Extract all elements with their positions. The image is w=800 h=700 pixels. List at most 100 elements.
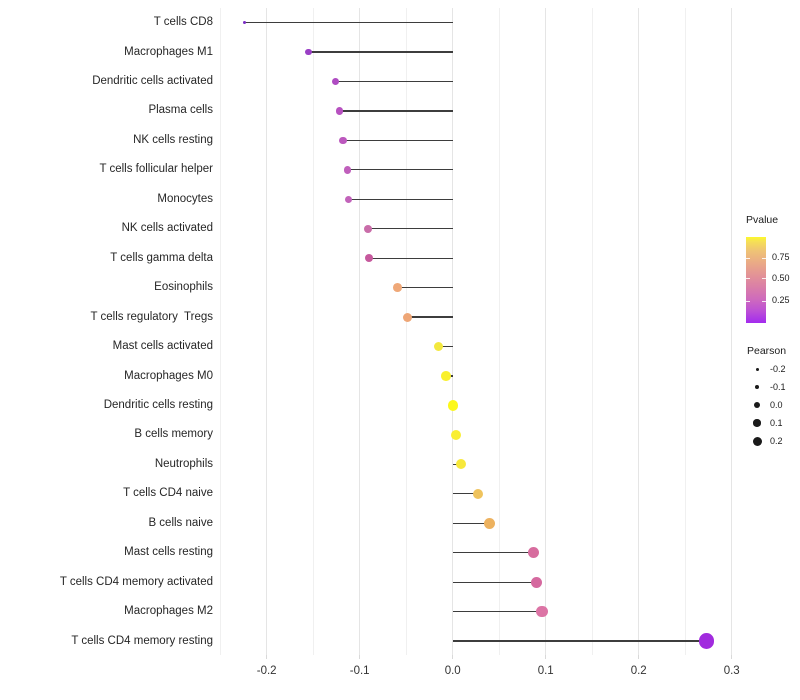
x-axis-tick-label: 0.3 (723, 665, 740, 677)
x-axis-tick-label: 0.1 (537, 665, 554, 677)
lollipop-stem (452, 522, 490, 524)
pvalue-tick-label: 0.25 (772, 295, 790, 306)
pearson-legend-label: -0.2 (770, 363, 786, 374)
gridline-major (359, 8, 361, 655)
lollipop-stem (347, 169, 453, 171)
x-axis-tick (452, 655, 454, 659)
gridline-minor (312, 8, 314, 655)
x-axis-tick-label: 0.0 (444, 665, 461, 677)
lollipop-stem (339, 110, 453, 112)
x-axis-tick (731, 655, 733, 659)
lollipop-stem (452, 552, 534, 554)
lollipop-dot (528, 547, 540, 559)
pvalue-tick-mark (746, 300, 750, 302)
pearson-legend-label: 0.2 (770, 435, 783, 446)
lollipop-dot (402, 312, 412, 322)
pvalue-tick-mark (746, 257, 750, 259)
y-axis-label: Dendritic cells resting (103, 398, 213, 411)
y-axis-label: Dendritic cells activated (92, 75, 213, 87)
x-axis-tick (359, 655, 361, 659)
lollipop-stem (335, 80, 453, 83)
gridline-major (545, 8, 547, 655)
pvalue-tick-mark (762, 300, 766, 302)
lollipop-stem (308, 51, 453, 53)
y-axis-label: T cells CD8 (153, 16, 213, 29)
lollipop-stem (369, 257, 453, 259)
gridline-minor (405, 8, 407, 655)
gridline-minor (498, 8, 500, 655)
x-axis-tick (545, 655, 547, 659)
y-axis-label: Plasma cells (148, 104, 213, 117)
x-axis-tick-label: -0.1 (349, 665, 370, 677)
y-axis-label: Monocytes (157, 192, 213, 205)
pearson-legend-label: -0.1 (770, 381, 786, 392)
gridline-major (638, 8, 640, 655)
pearson-legend-dot (754, 402, 760, 408)
x-axis-tick (266, 655, 268, 659)
lollipop-dot (335, 107, 343, 115)
y-axis-label: NK cells activated (121, 222, 213, 235)
gridline-minor (219, 8, 221, 655)
y-axis-label: B cells naive (148, 516, 213, 529)
lollipop-stem (348, 198, 453, 200)
lollipop-dot (343, 166, 352, 174)
lollipop-stem (397, 287, 453, 289)
x-axis-tick (638, 655, 640, 659)
y-axis-label: Macrophages M0 (124, 369, 213, 382)
y-axis-label: Mast cells resting (124, 546, 213, 559)
lollipop-stem (452, 610, 542, 613)
lollipop-dot (484, 517, 496, 529)
y-axis-label: Eosinophils (154, 281, 213, 294)
pearson-legend: Pearson -0.2 -0.1 0.0 0.1 0.2 (747, 344, 800, 446)
pvalue-tick-label: 0.75 (772, 252, 790, 263)
pearson-legend-dot (752, 436, 762, 446)
y-axis-label: Macrophages M1 (124, 45, 213, 58)
lollipop-dot (434, 341, 444, 352)
y-axis-label: Neutrophils (154, 457, 213, 470)
y-axis-label: T cells CD4 memory activated (59, 575, 213, 588)
pvalue-tick-mark (762, 257, 766, 259)
pvalue-legend: Pvalue 0.75 0.50 0.25 (746, 213, 800, 323)
lollipop-dot (344, 195, 353, 204)
y-axis-label: Macrophages M2 (124, 605, 213, 618)
pvalue-legend-title: Pvalue (746, 214, 779, 226)
gridline-minor (684, 8, 686, 655)
y-axis-label: T cells regulatory Tregs (90, 310, 213, 323)
lollipop-dot (393, 283, 403, 293)
y-axis-label: T cells CD4 naive (123, 487, 213, 500)
lollipop-dot (441, 371, 452, 381)
y-axis-label: Mast cells activated (112, 340, 213, 353)
lollipop-stem (407, 316, 453, 318)
lollipop-dot (242, 20, 247, 25)
pvalue-tick-mark (762, 278, 766, 280)
lollipop-dot (305, 48, 312, 56)
pearson-legend-dot (754, 384, 760, 390)
y-axis-label: T cells CD4 memory resting (71, 634, 213, 647)
pvalue-tick-label: 0.50 (772, 272, 790, 283)
lollipop-stem (244, 21, 453, 24)
pearson-legend-label: 0.1 (770, 417, 783, 428)
lollipop-stem (452, 581, 537, 583)
pearson-legend-title: Pearson (747, 345, 787, 357)
lollipop-dot (364, 254, 374, 263)
pearson-legend-dot (753, 419, 761, 427)
lollipop-dot (339, 136, 347, 145)
pearson-legend-dot (755, 367, 759, 371)
lollipop-dot (472, 488, 484, 500)
y-axis-label: B cells memory (134, 428, 213, 441)
gridline-major (452, 8, 454, 655)
lollipop-dot (331, 77, 340, 86)
lollipop-dot (530, 576, 543, 588)
pvalue-tick-mark (746, 278, 750, 280)
x-axis-tick-label: -0.2 (256, 665, 277, 677)
gridline-minor (591, 8, 593, 655)
lollipop-dot (451, 429, 462, 440)
lollipop-stem (452, 493, 478, 495)
pearson-legend-label: 0.0 (770, 399, 783, 410)
lollipop-stem (438, 345, 453, 348)
y-axis-label: T cells gamma delta (110, 251, 213, 264)
y-axis-label: T cells follicular helper (99, 163, 213, 176)
lollipop-stem (342, 139, 453, 142)
lollipop-stem (452, 640, 707, 642)
